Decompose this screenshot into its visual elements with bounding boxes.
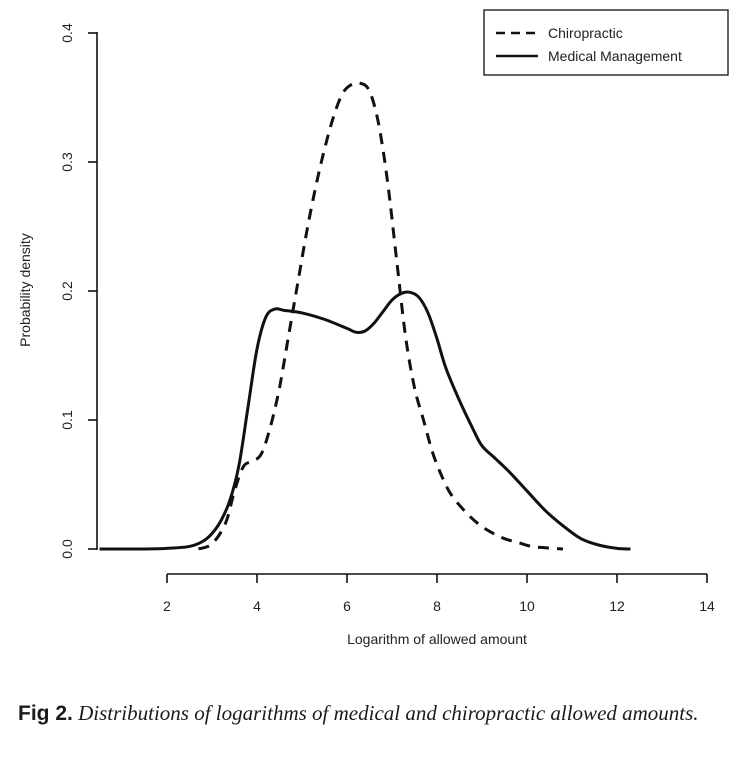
x-ticks: 2 4 6 8 10 12 14 <box>163 574 715 614</box>
legend-label-medical-management: Medical Management <box>548 48 682 64</box>
y-tick-label: 0.4 <box>59 23 75 43</box>
x-tick-label: 6 <box>343 598 351 614</box>
y-tick-label: 0.1 <box>59 410 75 430</box>
x-tick-label: 8 <box>433 598 441 614</box>
legend-label-chiropractic: Chiropractic <box>548 25 623 41</box>
series-group <box>99 81 631 551</box>
x-tick-label: 4 <box>253 598 261 614</box>
y-axis-label: Probability density <box>17 233 33 347</box>
series-line-chiropractic <box>197 81 564 551</box>
x-tick-label: 14 <box>699 598 715 614</box>
x-tick-label: 10 <box>519 598 535 614</box>
y-tick-label: 0.2 <box>59 281 75 301</box>
density-chart: 0.0 0.1 0.2 0.3 0.4 2 4 6 8 10 12 14 Logarithm of … <box>17 9 729 647</box>
caption-label: Fig 2. <box>18 702 73 725</box>
y-tick-label: 0.3 <box>59 152 75 172</box>
x-tick-label: 2 <box>163 598 171 614</box>
legend-box <box>483 9 729 76</box>
y-ticks: 0.0 0.1 0.2 0.3 0.4 <box>59 23 97 559</box>
figure-caption: Fig 2. Distributions of logarithms of me… <box>18 700 732 727</box>
x-axis-label: Logarithm of allowed amount <box>347 631 527 647</box>
y-tick-label: 0.0 <box>59 539 75 559</box>
series-line-medical-management <box>99 290 631 551</box>
caption-text: Distributions of logarithms of medical a… <box>78 701 699 725</box>
legend: Chiropractic Medical Management <box>483 9 729 76</box>
x-tick-label: 12 <box>609 598 625 614</box>
